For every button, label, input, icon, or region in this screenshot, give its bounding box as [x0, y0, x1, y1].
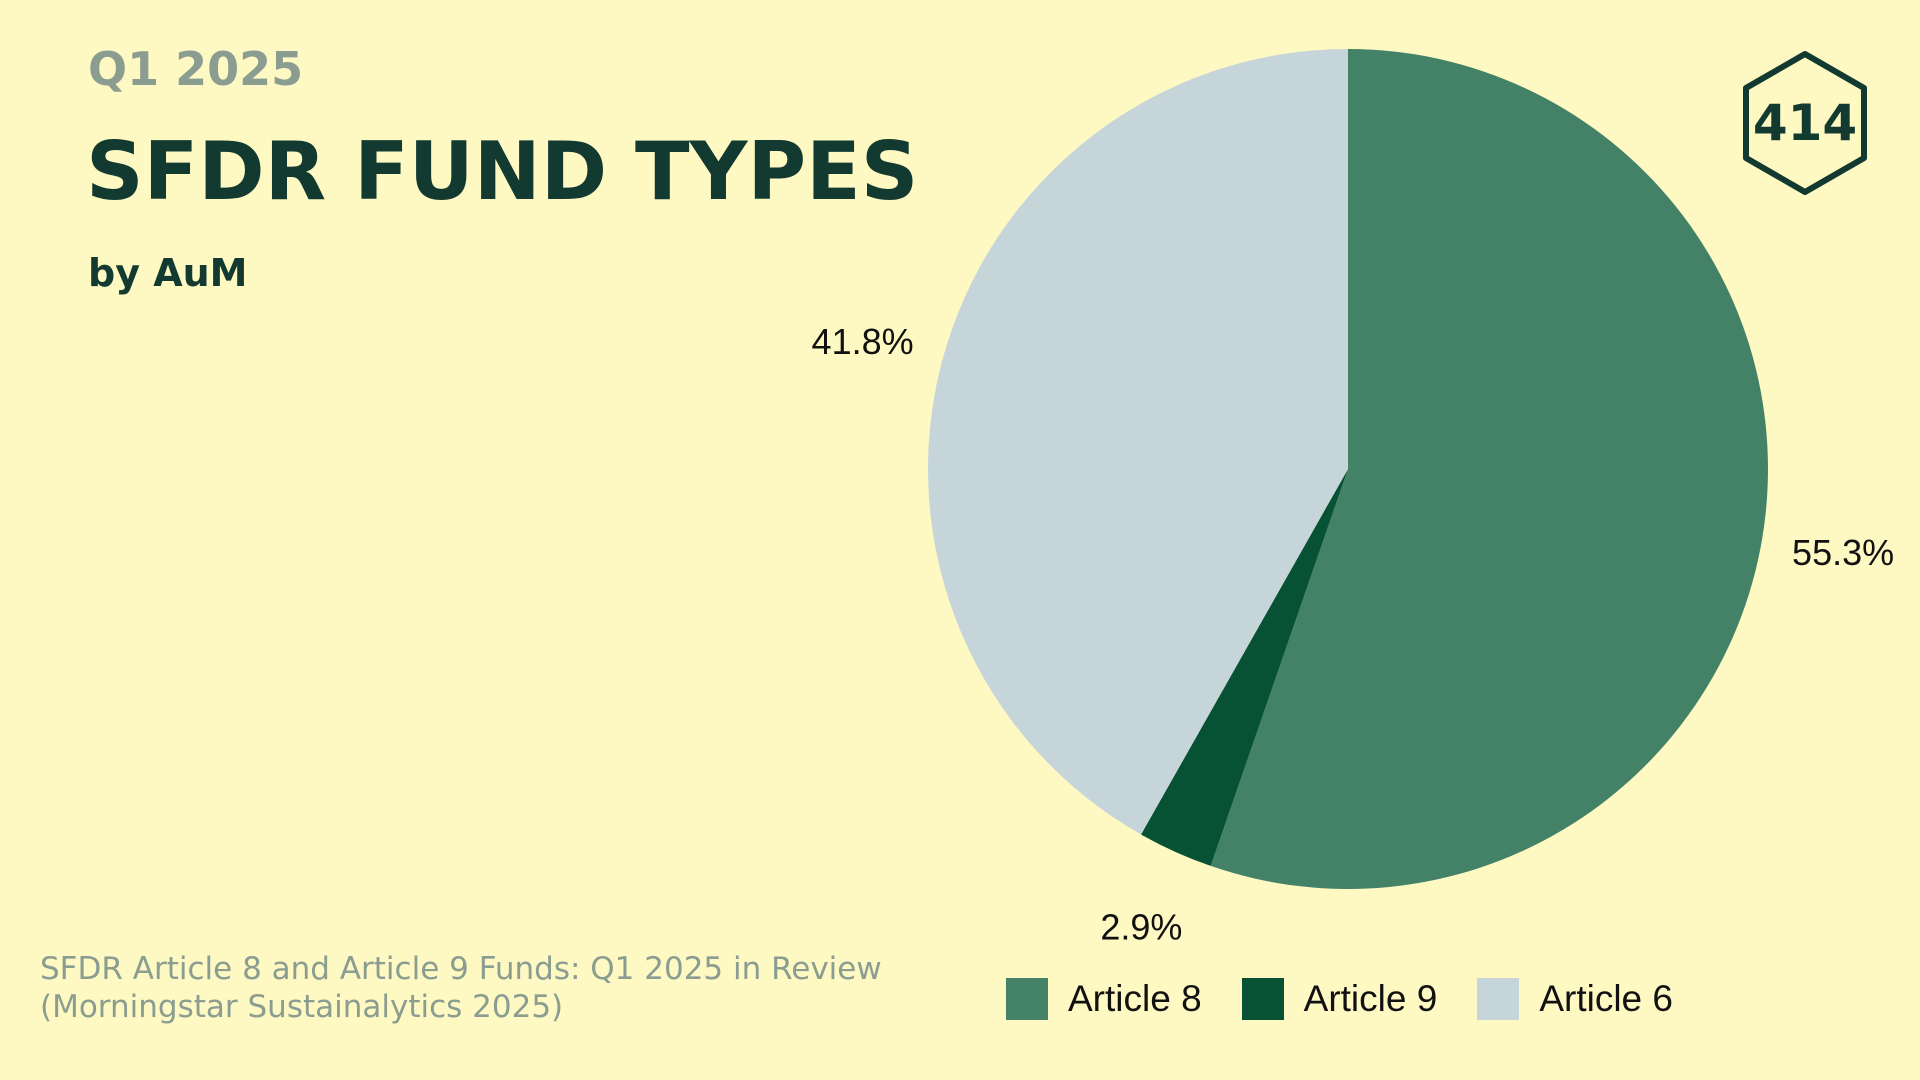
pie-labels: 55.3% 2.9% 41.8%	[812, 321, 1895, 947]
legend-label-article-6: Article 6	[1539, 978, 1673, 1019]
source-line-1: SFDR Article 8 and Article 9 Funds: Q1 2…	[40, 951, 882, 987]
source-line-2: (Morningstar Sustainalytics 2025)	[40, 989, 564, 1025]
data-label-article-9: 2.9%	[1100, 907, 1182, 948]
hexagon-logo-icon: 414	[1743, 51, 1867, 195]
logo-hexagon-outline	[1743, 51, 1867, 195]
data-label-article-6: 41.8%	[812, 321, 914, 362]
eyebrow-label: Q1 2025	[88, 42, 304, 96]
pie-slice-article-6	[927, 49, 1348, 835]
legend-label-article-9: Article 9	[1303, 978, 1438, 1019]
page-title: SFDR FUND TYPES	[86, 125, 919, 218]
logo-text: 414	[1753, 94, 1857, 152]
pie-slice-article-9	[1141, 469, 1348, 866]
page-subtitle: by AuM	[88, 251, 248, 295]
legend-swatch-article-9	[1241, 978, 1284, 1020]
pie-slices	[927, 49, 1768, 889]
pie-slice-article-8	[1210, 49, 1768, 889]
source-citation: SFDR Article 8 and Article 9 Funds: Q1 2…	[40, 950, 920, 1026]
legend-swatch-article-8	[1006, 978, 1048, 1020]
legend-item-article-9: Article 9	[1241, 978, 1438, 1020]
data-label-article-8: 55.3%	[1792, 532, 1894, 573]
legend-item-article-6: Article 6	[1477, 978, 1673, 1020]
legend-label-article-8: Article 8	[1068, 978, 1202, 1019]
legend-item-article-8: Article 8	[1006, 978, 1202, 1020]
legend-swatch-article-6	[1477, 978, 1520, 1020]
chart-legend: Article 8 Article 9 Article 6	[1006, 978, 1673, 1020]
